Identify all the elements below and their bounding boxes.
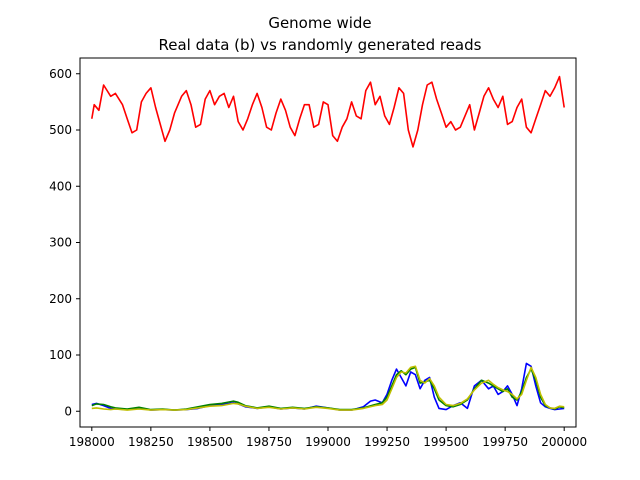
y-tick-label: 500 <box>49 123 72 137</box>
x-tick-label: 198750 <box>246 435 292 449</box>
series-layer <box>91 75 565 411</box>
plot-area-frame <box>79 57 577 428</box>
chart-title-line1: Genome wide <box>268 14 371 32</box>
series-line-1 <box>91 75 565 148</box>
y-tick-label: 400 <box>49 179 72 193</box>
chart-title-line2: Real data (b) vs randomly generated read… <box>159 36 482 54</box>
x-tick-label: 199250 <box>364 435 410 449</box>
x-tick-label: 200000 <box>541 435 587 449</box>
y-tick-label: 0 <box>64 404 72 418</box>
ticks-layer: 198000 198250 198500 198750 199000 199250 1995… <box>49 67 587 449</box>
series-line-3 <box>91 366 565 411</box>
y-tick-label: 200 <box>49 292 72 306</box>
x-tick-label: 199500 <box>423 435 469 449</box>
y-tick-label: 300 <box>49 236 72 250</box>
x-tick-label: 198000 <box>69 435 115 449</box>
x-tick-label: 199750 <box>482 435 528 449</box>
y-tick-label: 100 <box>49 348 72 362</box>
series-line-4 <box>91 365 565 411</box>
y-tick-label: 600 <box>49 67 72 81</box>
x-tick-label: 198250 <box>128 435 174 449</box>
x-tick-label: 199000 <box>305 435 351 449</box>
x-tick-label: 198500 <box>187 435 233 449</box>
